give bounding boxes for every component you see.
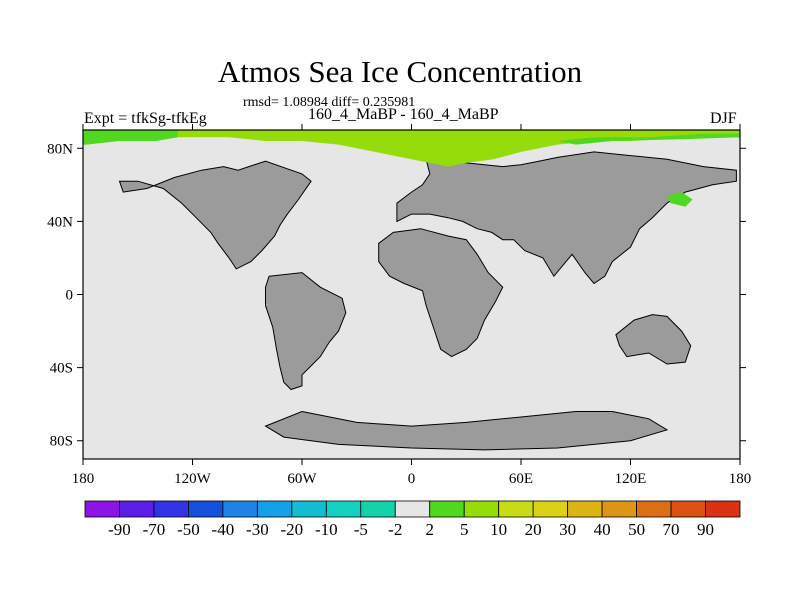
colorbar-swatch (463, 500, 500, 518)
colorbar-label: 70 (663, 520, 680, 539)
y-tick-label: 40N (47, 214, 73, 230)
x-tick-label: 180 (729, 471, 752, 487)
experiment-label: Expt = tfkSg-tfkEg (84, 110, 207, 127)
africa-region (378, 228, 504, 358)
colorbar-label: -2 (388, 520, 402, 539)
colorbar-swatch (84, 500, 120, 518)
y-tick-label: 80S (50, 434, 73, 450)
colorbar-swatch (256, 500, 293, 518)
y-tick-label: 80N (47, 141, 73, 157)
arctic-ice-edge-west-region (83, 130, 178, 145)
south-america-region (265, 272, 347, 391)
australia-region (615, 314, 692, 365)
colorbar-swatch (222, 500, 258, 518)
okhotsk-ice-region (667, 192, 693, 207)
colorbar: -90 -70 -50 -40 -30 -20 -10 -5 -2 2 5 10 20 30 40 50 70 9… (84, 500, 741, 539)
colorbar-swatch (498, 500, 534, 518)
colorbar-label: 30 (559, 520, 576, 539)
colorbar-label: 5 (460, 520, 469, 539)
antarctica-region (264, 410, 669, 451)
colorbar-swatch (670, 500, 706, 518)
colorbar-label: 20 (525, 520, 542, 539)
map-layer (83, 130, 740, 459)
stats-label: rmsd= 1.08984 diff= 0.235981 (243, 95, 416, 110)
colorbar-swatch (532, 500, 569, 518)
y-tick-label: 40S (50, 361, 73, 377)
colorbar-swatch (567, 500, 603, 518)
colorbar-swatch (325, 500, 362, 518)
x-tick-label: 0 (408, 471, 416, 487)
colorbar-swatch (394, 500, 431, 518)
colorbar-label: -30 (246, 520, 269, 539)
colorbar-label: -90 (108, 520, 131, 539)
colorbar-swatch (291, 500, 327, 518)
colorbar-label: -10 (315, 520, 338, 539)
chart-title: Atmos Sea Ice Concentration (217, 54, 583, 89)
season-label: DJF (710, 110, 737, 127)
arctic-ice-edge-east-region (557, 133, 740, 145)
colorbar-swatch (360, 500, 396, 518)
y-tick-label: 0 (66, 288, 74, 304)
colorbar-swatch (636, 500, 672, 518)
x-tick-label: 60W (287, 471, 317, 487)
colorbar-label: 50 (628, 520, 645, 539)
north-america-region (118, 160, 312, 270)
colorbar-label: 90 (697, 520, 714, 539)
colorbar-label: 2 (425, 520, 434, 539)
eurasia-region (396, 151, 737, 285)
x-tick-label: 120W (174, 471, 212, 487)
subtitle-label: 160_4_MaBP - 160_4_MaBP (308, 106, 499, 123)
colorbar-swatch (188, 500, 224, 518)
colorbar-label: 10 (490, 520, 507, 539)
colorbar-label: -40 (212, 520, 235, 539)
colorbar-swatch (705, 500, 741, 518)
colorbar-swatch (119, 500, 155, 518)
x-tick-label: 120E (615, 471, 647, 487)
colorbar-label: 40 (594, 520, 611, 539)
colorbar-label: -70 (143, 520, 166, 539)
axis-layer: 180 120W 60W 0 60E 120E 180 80N 40N 0 40S 80S (47, 124, 751, 487)
x-tick-label: 180 (72, 471, 95, 487)
colorbar-label: -50 (177, 520, 200, 539)
colorbar-swatch (601, 500, 637, 518)
colorbar-label: -20 (281, 520, 304, 539)
colorbar-swatch (153, 500, 189, 518)
colorbar-swatch (429, 500, 465, 518)
colorbar-label: -5 (354, 520, 368, 539)
x-tick-label: 60E (509, 471, 533, 487)
